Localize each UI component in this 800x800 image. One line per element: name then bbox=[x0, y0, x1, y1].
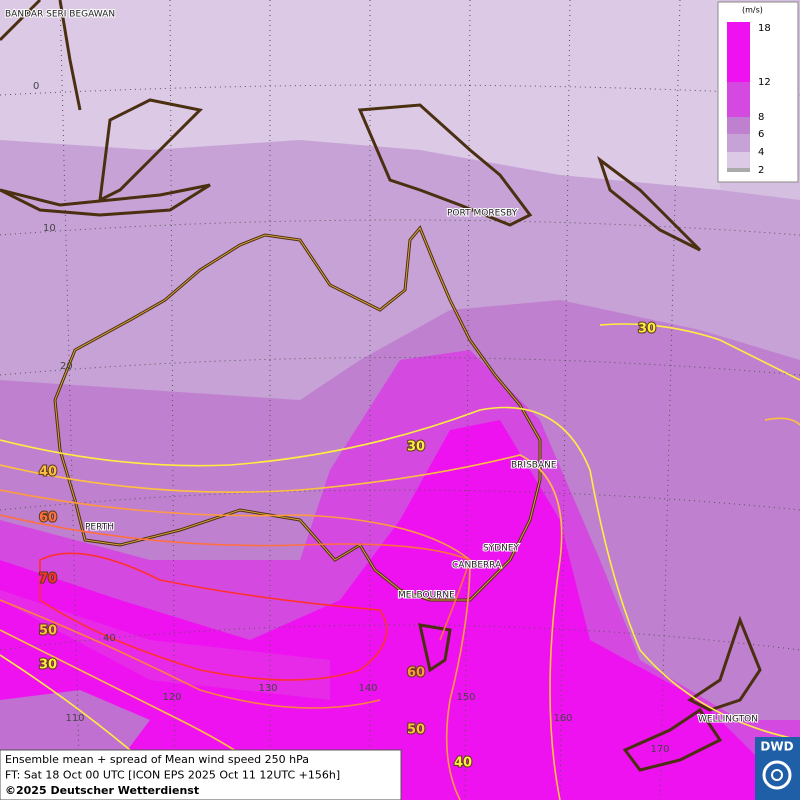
legend-level: 2 bbox=[758, 165, 764, 176]
contour-label: 60 bbox=[39, 511, 57, 526]
longitude-label: 110 bbox=[65, 713, 84, 724]
legend-level: 6 bbox=[758, 129, 764, 140]
wind-area-high bbox=[0, 690, 150, 760]
labels: BANDAR SERI BEGAWAN PORT MORESBY BRISBANE P… bbox=[4, 9, 759, 772]
place-label: WELLINGTON bbox=[698, 715, 758, 725]
contour-label: 50 bbox=[39, 624, 57, 639]
longitude-label: 160 bbox=[553, 713, 572, 724]
latitude-label: 0 bbox=[33, 81, 39, 92]
footer-line: Ensemble mean + spread of Mean wind spee… bbox=[5, 753, 309, 766]
longitude-label: 170 bbox=[650, 744, 669, 755]
wind-area-band bbox=[0, 590, 330, 700]
longitude-label: 150 bbox=[456, 692, 475, 703]
contour-label: 30 bbox=[638, 322, 656, 337]
longitude-label: 130 bbox=[258, 683, 277, 694]
logo-text: DWD bbox=[760, 740, 793, 754]
contour-label: 30 bbox=[39, 658, 57, 673]
place-label: MELBOURNE bbox=[398, 591, 455, 601]
legend-level: 12 bbox=[758, 77, 771, 88]
contour-label: 60 bbox=[407, 666, 425, 681]
contour-label: 30 bbox=[407, 440, 425, 455]
contour-label: 70 bbox=[39, 572, 57, 587]
place-label: PORT MORESBY bbox=[447, 209, 518, 219]
legend-level: 8 bbox=[758, 112, 764, 123]
contour-label: 50 bbox=[407, 723, 425, 738]
latitude-label: 20 bbox=[60, 361, 73, 372]
place-label: CANBERRA bbox=[452, 561, 502, 571]
logo: DWD bbox=[755, 737, 800, 800]
footer-line: FT: Sat 18 Oct 00 UTC [ICON EPS 2025 Oct… bbox=[5, 769, 340, 782]
latitude-label: 10 bbox=[43, 223, 56, 234]
place-label: BRISBANE bbox=[511, 461, 557, 471]
place-label: PERTH bbox=[85, 523, 114, 533]
longitude-label: 140 bbox=[358, 683, 377, 694]
latitude-label: 40 bbox=[103, 633, 116, 644]
legend-level: 4 bbox=[758, 147, 764, 158]
legend: (m/s) 18 12 8 6 4 2 bbox=[717, 1, 799, 183]
longitude-label: 120 bbox=[162, 692, 181, 703]
legend-unit: (m/s) bbox=[742, 6, 763, 15]
footer: Ensemble mean + spread of Mean wind spee… bbox=[0, 749, 402, 800]
coastlines bbox=[0, 0, 762, 772]
wind-area-low bbox=[0, 0, 720, 190]
legend-level: 18 bbox=[758, 23, 771, 34]
place-label: BANDAR SERI BEGAWAN bbox=[5, 10, 115, 20]
footer-line: ©2025 Deutscher Wetterdienst bbox=[5, 784, 199, 797]
contour-label: 40 bbox=[454, 756, 472, 771]
place-label: SYDNEY bbox=[483, 544, 520, 554]
contour-label: 40 bbox=[39, 465, 57, 480]
